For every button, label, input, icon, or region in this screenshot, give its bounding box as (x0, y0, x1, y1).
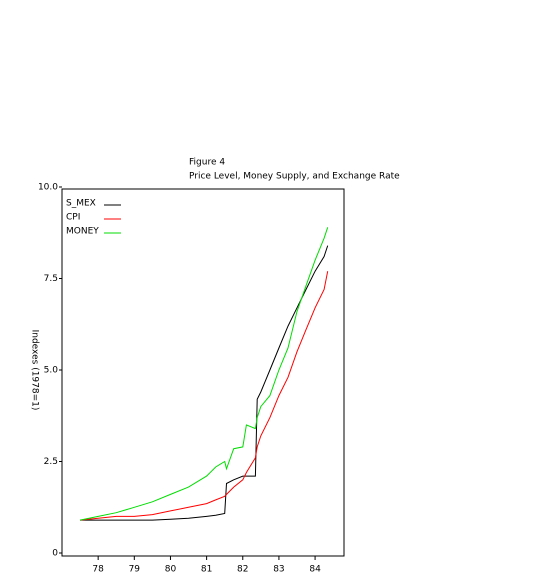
y-axis-label: Indexes (1978=1) (30, 330, 40, 411)
legend-label: S_MEX (66, 199, 96, 209)
plot-frame (61, 188, 345, 557)
x-tick-label: 82 (237, 565, 248, 575)
y-tick-label: 2.5 (44, 457, 58, 467)
y-tick-label: 0 (52, 549, 58, 559)
series-line (80, 245, 329, 521)
x-tick-label: 80 (165, 565, 177, 575)
x-tick-label: 81 (201, 565, 212, 575)
y-tick-label: 7.5 (44, 274, 58, 284)
y-tick-label: 5.0 (44, 366, 59, 376)
chart-subtitle: Price Level, Money Supply, and Exchange … (189, 172, 400, 182)
series-line (79, 227, 329, 521)
chart-title: Figure 4 (189, 158, 225, 168)
y-tick-label: 10.0 (38, 183, 58, 193)
legend-label: MONEY (66, 227, 99, 237)
x-tick-label: 79 (129, 565, 141, 575)
legend-label: CPI (66, 213, 80, 223)
x-tick-label: 83 (273, 565, 284, 575)
x-tick-label: 78 (92, 565, 104, 575)
x-tick-label: 84 (309, 565, 321, 575)
series-line (80, 271, 329, 521)
